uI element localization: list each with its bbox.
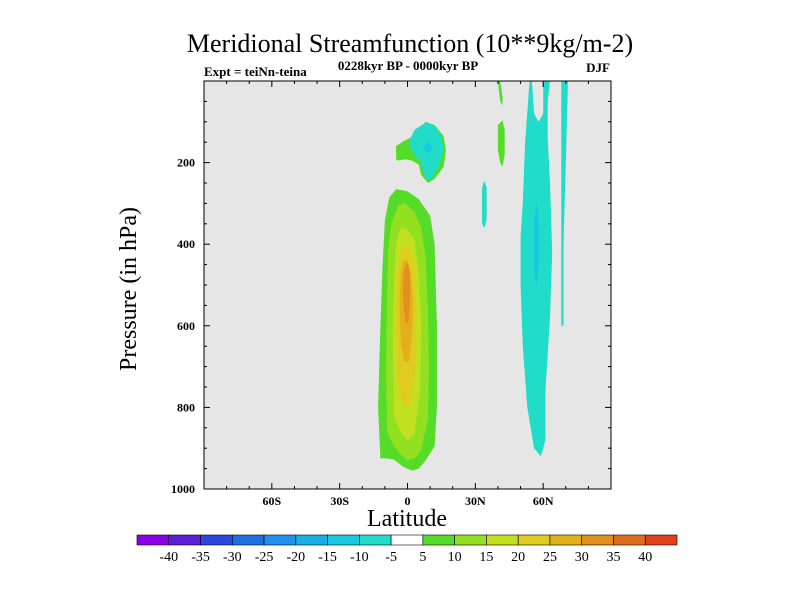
colorbar-swatch bbox=[327, 534, 360, 546]
contour-positive-north-column bbox=[497, 81, 503, 106]
contour-positive-north-patch bbox=[497, 120, 505, 167]
colorbar-swatch bbox=[168, 534, 201, 546]
colorbar-swatch bbox=[454, 534, 487, 546]
colorbar-swatch bbox=[136, 534, 170, 546]
colorbar-label: -20 bbox=[286, 550, 305, 565]
contour-positive-cell-level6 bbox=[403, 262, 411, 324]
colorbar-label: 20 bbox=[511, 550, 525, 565]
colorbar-swatch bbox=[390, 534, 424, 546]
x-tick-label: 0 bbox=[405, 494, 411, 508]
x-tick-label: 60N bbox=[533, 494, 554, 508]
colorbar-label: 15 bbox=[479, 550, 493, 565]
colorbar-label: 35 bbox=[606, 550, 620, 565]
colorbar-label: -10 bbox=[350, 550, 369, 565]
colorbar-label: -15 bbox=[318, 550, 337, 565]
contour-positive-upper-left-patch bbox=[396, 142, 406, 161]
contour-negative-north-right-column bbox=[561, 81, 568, 326]
x-axis-label: Latitude bbox=[367, 506, 447, 532]
axis-ticks: 60S 30S 0 30N 60N 200 400 600 800 1000 bbox=[171, 80, 612, 508]
colorbar-swatch bbox=[517, 534, 551, 546]
colorbar-label: -40 bbox=[159, 550, 178, 565]
colorbar: -40 -35 -30 -25 -20 -15 -10 -5 5 10 15 20 25 30 35 40 bbox=[136, 534, 678, 565]
colorbar-label: -35 bbox=[191, 550, 210, 565]
colorbar-label: -30 bbox=[223, 550, 242, 565]
x-tick-label: 30S bbox=[330, 494, 349, 508]
colorbar-swatch bbox=[295, 534, 328, 546]
colorbar-label: 30 bbox=[575, 550, 589, 565]
colorbar-swatch bbox=[613, 534, 646, 546]
colorbar-swatch bbox=[581, 534, 614, 546]
colorbar-swatch bbox=[549, 534, 583, 546]
colorbar-swatch bbox=[263, 534, 297, 546]
season-label: DJF bbox=[586, 60, 610, 75]
chart-title: Meridional Streamfunction (10**9kg/m-2) bbox=[187, 29, 633, 58]
colorbar-label: -5 bbox=[385, 550, 397, 565]
colorbar-swatch bbox=[486, 534, 519, 546]
contour-negative-north-core bbox=[534, 203, 539, 285]
y-tick-label: 200 bbox=[177, 156, 195, 170]
time-period-label: 0228kyr BP - 0000kyr BP bbox=[338, 58, 478, 73]
y-tick-label: 400 bbox=[177, 237, 195, 251]
y-tick-label: 600 bbox=[177, 319, 195, 333]
experiment-label: Expt = teiNn-teina bbox=[204, 64, 307, 79]
y-tick-label: 800 bbox=[177, 400, 195, 414]
colorbar-label: -25 bbox=[255, 550, 274, 565]
colorbar-swatch bbox=[644, 534, 678, 546]
x-tick-label: 30N bbox=[465, 494, 486, 508]
colorbar-swatch bbox=[422, 534, 455, 546]
colorbar-label: 40 bbox=[638, 550, 652, 565]
y-tick-label: 1000 bbox=[171, 482, 195, 496]
colorbar-label: 25 bbox=[543, 550, 557, 565]
colorbar-label: 10 bbox=[448, 550, 462, 565]
contour-negative-mid-strip bbox=[482, 181, 487, 228]
contour-regions bbox=[378, 81, 568, 471]
colorbar-swatch bbox=[200, 534, 233, 546]
colorbar-label: 5 bbox=[419, 550, 426, 565]
y-axis-label: Pressure (in hPa) bbox=[116, 207, 142, 371]
contour-negative-upper-core bbox=[423, 142, 433, 153]
colorbar-swatch bbox=[359, 534, 392, 546]
colorbar-swatch bbox=[231, 534, 265, 546]
x-tick-label: 60S bbox=[262, 494, 281, 508]
